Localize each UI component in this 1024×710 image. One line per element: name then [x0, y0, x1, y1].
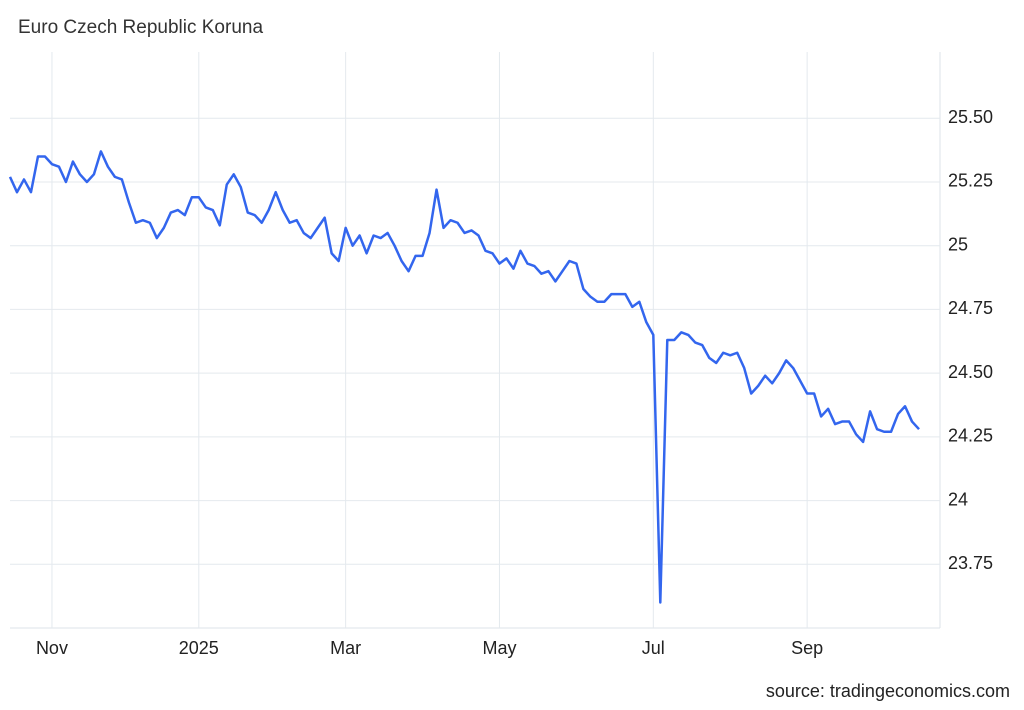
source: source: tradingeconomics.com: [766, 681, 1010, 701]
y-tick-label: 25.50: [948, 107, 993, 127]
y-tick-label: 25.25: [948, 171, 993, 191]
x-tick-label: Jul: [642, 638, 665, 658]
y-tick-label: 24.25: [948, 426, 993, 446]
y-tick-label: 25: [948, 234, 968, 254]
y-tick-label: 23.75: [948, 553, 993, 573]
y-tick-label: 24.75: [948, 298, 993, 318]
x-tick-label: Nov: [36, 638, 68, 658]
x-tick-label: 2025: [179, 638, 219, 658]
chart-title: Euro Czech Republic Koruna: [18, 17, 263, 38]
y-tick-label: 24.50: [948, 362, 993, 382]
x-tick-label: May: [482, 638, 516, 658]
x-tick-label: Sep: [791, 638, 823, 658]
y-tick-label: 24: [948, 489, 968, 509]
line: [8, 150, 920, 604]
x-tick-label: Mar: [330, 638, 361, 658]
